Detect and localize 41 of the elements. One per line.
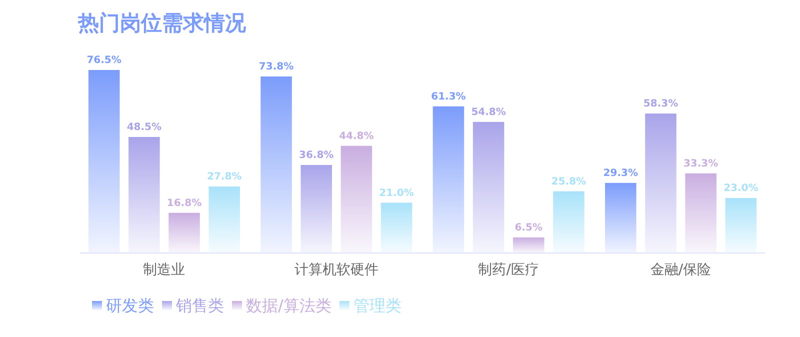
bar bbox=[208, 186, 240, 253]
data-label: 44.8% bbox=[339, 130, 374, 142]
x-tick-label: 计算机软硬件 bbox=[294, 262, 378, 278]
bar bbox=[300, 164, 332, 253]
data-label: 61.3% bbox=[431, 91, 466, 102]
data-label: 73.8% bbox=[258, 61, 294, 72]
bar bbox=[553, 191, 584, 253]
data-label: 21.0% bbox=[379, 188, 414, 199]
legend-label: 销售类 bbox=[175, 296, 224, 315]
x-tick-label: 金融/保险 bbox=[650, 262, 712, 278]
bar bbox=[513, 237, 544, 253]
bar bbox=[260, 76, 292, 253]
bar bbox=[168, 212, 200, 253]
data-label: 76.5% bbox=[86, 55, 122, 66]
data-label: 25.8% bbox=[551, 176, 586, 188]
data-label: 29.3% bbox=[603, 168, 638, 179]
bar bbox=[725, 198, 757, 253]
legend-label: 管理类 bbox=[353, 296, 402, 315]
bar bbox=[340, 146, 372, 253]
bar bbox=[380, 202, 412, 253]
data-label: 23.0% bbox=[724, 182, 758, 194]
data-label: 58.3% bbox=[643, 98, 678, 110]
legend-label: 数据/算法类 bbox=[246, 296, 332, 315]
bar bbox=[432, 106, 464, 253]
bar bbox=[605, 182, 636, 253]
data-label: 6.5% bbox=[514, 222, 543, 234]
data-label: 48.5% bbox=[126, 122, 162, 133]
bar bbox=[645, 114, 676, 253]
chart-title: 热门岗位需求情况 bbox=[77, 11, 247, 35]
x-tick-label: 制药/医疗 bbox=[478, 262, 539, 278]
bar bbox=[685, 173, 716, 253]
data-label: 16.8% bbox=[166, 198, 202, 209]
bar bbox=[88, 70, 120, 253]
x-tick-label: 制造业 bbox=[143, 262, 186, 278]
data-label: 33.3% bbox=[683, 158, 718, 170]
legend-label: 研发类 bbox=[106, 296, 154, 315]
bar bbox=[128, 136, 160, 253]
bar bbox=[472, 122, 504, 253]
data-label: 54.8% bbox=[471, 106, 506, 118]
data-label: 27.8% bbox=[206, 172, 242, 182]
data-label: 36.8% bbox=[299, 150, 334, 161]
